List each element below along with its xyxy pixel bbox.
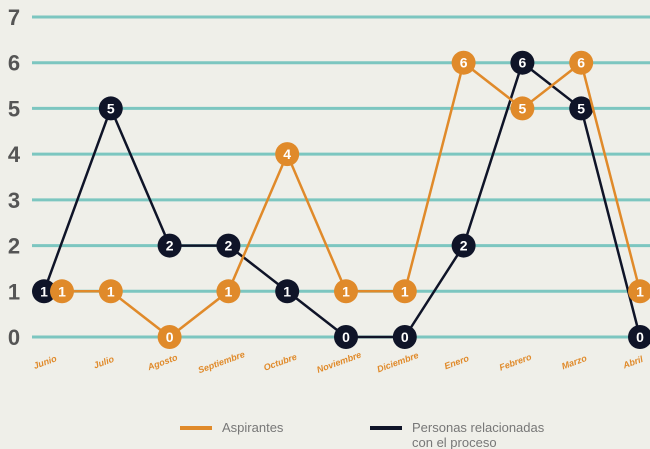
x-tick-label: Diciembre <box>376 350 420 374</box>
legend-swatch <box>370 426 402 430</box>
value-label: 6 <box>577 55 585 71</box>
point <box>392 279 417 304</box>
legend-swatch <box>180 426 212 430</box>
y-tick-label: 5 <box>8 96 20 121</box>
y-tick-label: 6 <box>8 51 20 76</box>
y-tick-label: 4 <box>8 142 21 167</box>
point <box>98 279 123 304</box>
x-tick-label: Septiembre <box>197 349 246 375</box>
value-label: 5 <box>577 100 585 116</box>
value-label: 1 <box>58 283 66 299</box>
point <box>392 325 417 349</box>
value-label: 1 <box>225 283 233 299</box>
point <box>157 325 182 349</box>
value-label: 2 <box>225 238 233 254</box>
x-tick-label: Agosto <box>145 352 179 373</box>
x-tick-label: Octubre <box>262 352 298 373</box>
value-label: 6 <box>460 55 468 71</box>
value-label: 6 <box>519 55 527 71</box>
y-tick-label: 3 <box>8 188 20 213</box>
point <box>510 96 535 121</box>
point <box>157 233 182 258</box>
value-label: 5 <box>107 100 115 116</box>
legend-item: Aspirantes <box>180 420 283 435</box>
point <box>98 96 123 121</box>
point <box>510 50 535 75</box>
point <box>569 96 594 121</box>
y-tick-label: 1 <box>8 279 20 304</box>
value-label: 1 <box>401 283 409 299</box>
point <box>628 279 650 304</box>
x-tick-label: Junio <box>32 353 58 371</box>
point <box>628 325 650 349</box>
value-label: 1 <box>283 283 291 299</box>
x-tick-label: Febrero <box>498 352 533 373</box>
point <box>334 279 358 304</box>
point <box>275 142 300 167</box>
value-label: 1 <box>107 283 115 299</box>
value-label: 2 <box>166 238 174 254</box>
point <box>275 279 300 304</box>
value-label: 0 <box>166 329 174 345</box>
legend-item: Personas relacionadas con el proceso <box>370 420 550 449</box>
value-label: 5 <box>519 100 527 116</box>
point <box>216 279 241 304</box>
value-label: 1 <box>636 283 644 299</box>
value-label: 1 <box>40 283 48 299</box>
y-tick-label: 0 <box>8 325 20 350</box>
point <box>32 279 56 304</box>
point <box>451 233 476 258</box>
value-label: 1 <box>342 283 350 299</box>
point <box>216 233 241 258</box>
x-tick-label: Marzo <box>560 353 588 371</box>
point <box>569 50 594 75</box>
x-tick-label: Abril <box>621 354 645 371</box>
legend-label: Aspirantes <box>222 420 284 435</box>
x-tick-label: Noviembre <box>315 350 362 375</box>
x-tick-label: Enero <box>443 353 471 371</box>
x-tick-label: Julio <box>92 354 116 371</box>
point <box>50 279 74 304</box>
y-tick-label: 7 <box>8 5 20 30</box>
point <box>451 50 476 75</box>
y-tick-label: 2 <box>8 234 20 259</box>
value-label: 0 <box>342 329 350 345</box>
value-label: 4 <box>283 146 291 162</box>
point <box>334 325 358 349</box>
value-label: 0 <box>401 329 409 345</box>
value-label: 2 <box>460 238 468 254</box>
value-label: 0 <box>636 329 644 345</box>
legend-label: Personas relacionadas con el proceso <box>412 420 545 449</box>
